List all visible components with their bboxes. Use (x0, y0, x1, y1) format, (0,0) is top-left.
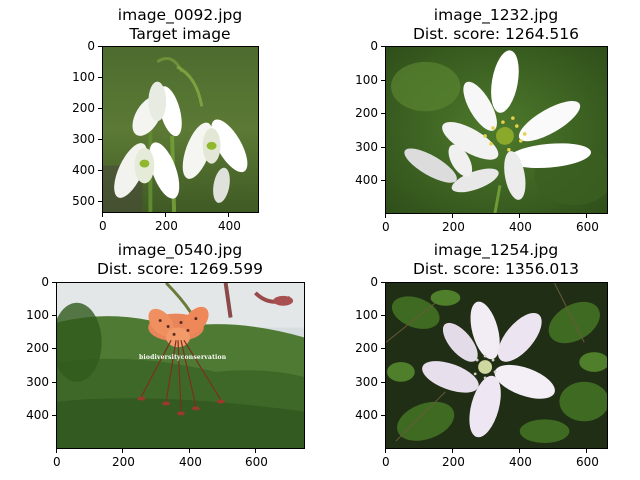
panel-4-ytick: 100 (355, 308, 378, 322)
snowdrop-image (103, 47, 258, 212)
panel-3-xtick: 0 (53, 455, 61, 469)
panel-2-ytick: 400 (355, 173, 378, 187)
panel-2-image (385, 46, 608, 214)
panel-3-xtick: 400 (179, 455, 202, 469)
panel-3-ytick: 400 (26, 408, 49, 422)
panel-2-filename: image_1232.jpg (433, 6, 559, 24)
panel-1-xtick: 200 (155, 219, 178, 233)
pink-anemone-image (386, 283, 607, 448)
panel-4-ytick: 200 (355, 341, 378, 355)
panel-2-xtick: 200 (442, 220, 465, 234)
panel-3-filename: image_0540.jpg (117, 241, 243, 259)
wood-anemone-image (386, 47, 607, 213)
panel-2-ytick: 0 (370, 39, 378, 53)
panel-3-xtick: 600 (245, 455, 268, 469)
panel-3-title: image_0540.jpg Dist. score: 1269.599 (97, 241, 263, 279)
panel-3-ytick: 0 (41, 275, 49, 289)
panel-1-image (102, 46, 259, 213)
panel-2-xtick: 400 (509, 220, 532, 234)
panel-3-ytick: 200 (26, 341, 49, 355)
panel-4-title: image_1254.jpg Dist. score: 1356.013 (413, 241, 579, 279)
panel-4-xtick: 0 (382, 455, 390, 469)
panel-3-ytick: 300 (26, 375, 49, 389)
panel-3-xtick: 200 (112, 455, 135, 469)
panel-2-ytick: 300 (355, 140, 378, 154)
panel-1-title: image_0092.jpg Target image (118, 6, 242, 44)
panel-1-ytick: 300 (72, 132, 95, 146)
panel-1-filename: image_0092.jpg (117, 6, 243, 24)
panel-2-ytick: 100 (355, 73, 378, 87)
panel-2-xtick: 600 (576, 220, 599, 234)
panel-4-image (385, 282, 608, 449)
watermark-text: biodiversityconservation (139, 354, 227, 361)
panel-2-title: image_1232.jpg Dist. score: 1264.516 (413, 6, 579, 44)
panel-1-subtitle: Target image (129, 25, 231, 43)
panel-3-subtitle: Dist. score: 1269.599 (96, 260, 264, 278)
panel-1-ytick: 200 (72, 101, 95, 115)
panel-4-ytick: 400 (355, 408, 378, 422)
panel-1-ytick: 500 (72, 194, 95, 208)
panel-2-xtick: 0 (382, 220, 390, 234)
panel-2-ytick: 200 (355, 106, 378, 120)
panel-4-ytick: 0 (370, 275, 378, 289)
panel-4-ytick: 300 (355, 375, 378, 389)
panel-1-ytick: 0 (87, 39, 95, 53)
panel-3-image: biodiversityconservation (56, 282, 305, 449)
panel-1-xtick: 400 (218, 219, 241, 233)
panel-1-xtick: 0 (99, 219, 107, 233)
panel-4-filename: image_1254.jpg (433, 241, 559, 259)
panel-1-ytick: 400 (72, 163, 95, 177)
panel-2-subtitle: Dist. score: 1264.516 (412, 25, 580, 43)
panel-3-ytick: 100 (26, 308, 49, 322)
panel-4-xtick: 200 (442, 455, 465, 469)
panel-1-ytick: 100 (72, 70, 95, 84)
tiger-lily-image (57, 283, 304, 448)
panel-4-subtitle: Dist. score: 1356.013 (412, 260, 580, 278)
panel-4-xtick: 400 (509, 455, 532, 469)
panel-4-xtick: 600 (576, 455, 599, 469)
